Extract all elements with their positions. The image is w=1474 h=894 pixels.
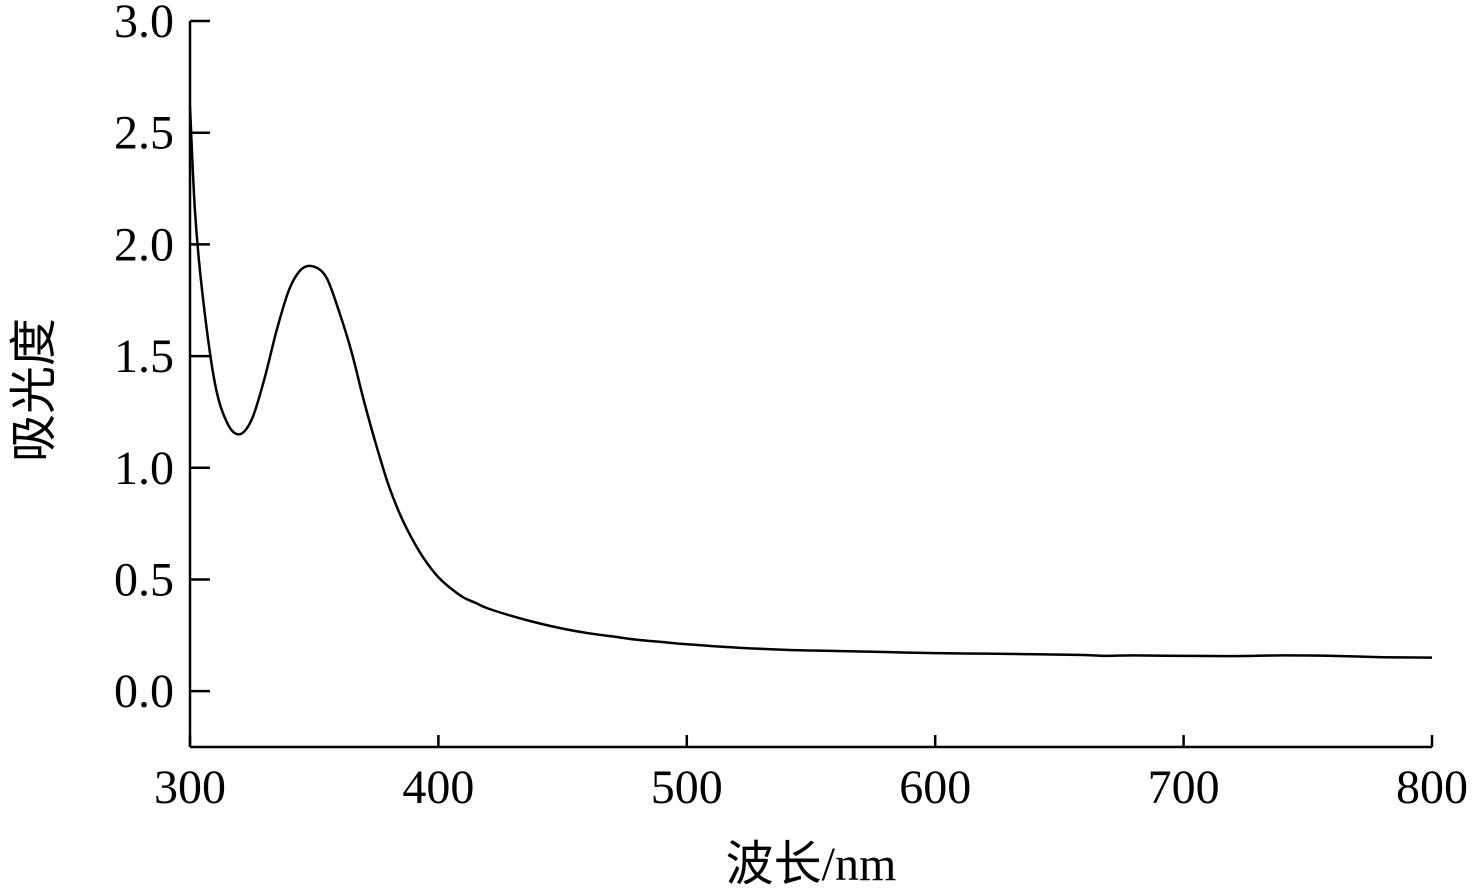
y-tick-label: 2.0 [114,218,174,271]
series-layer [188,105,1433,659]
x-tick-label: 800 [1396,761,1468,814]
x-tick-label: 400 [402,761,474,814]
y-tick-label: 1.5 [114,330,174,383]
series-line [188,105,1433,659]
x-tick-label: 500 [651,761,723,814]
x-tick-label: 300 [154,761,226,814]
x-tick-label: 600 [899,761,971,814]
y-tick-label: 3.0 [114,0,174,48]
y-tick-label: 0.5 [114,553,174,606]
x-axis-label: 波长/nm [726,838,897,890]
x-tick-label: 700 [1148,761,1220,814]
y-tick-label: 2.5 [114,107,174,160]
ticks: 300 400 500 600 700 800 0.0 0.5 1.0 1.5 2.0 2.5 3.0 [114,0,1468,814]
axes [188,21,1432,749]
y-tick-label: 1.0 [114,442,174,495]
y-axis-label: 吸光度 [8,318,61,462]
y-tick-label: 0.0 [114,665,174,718]
